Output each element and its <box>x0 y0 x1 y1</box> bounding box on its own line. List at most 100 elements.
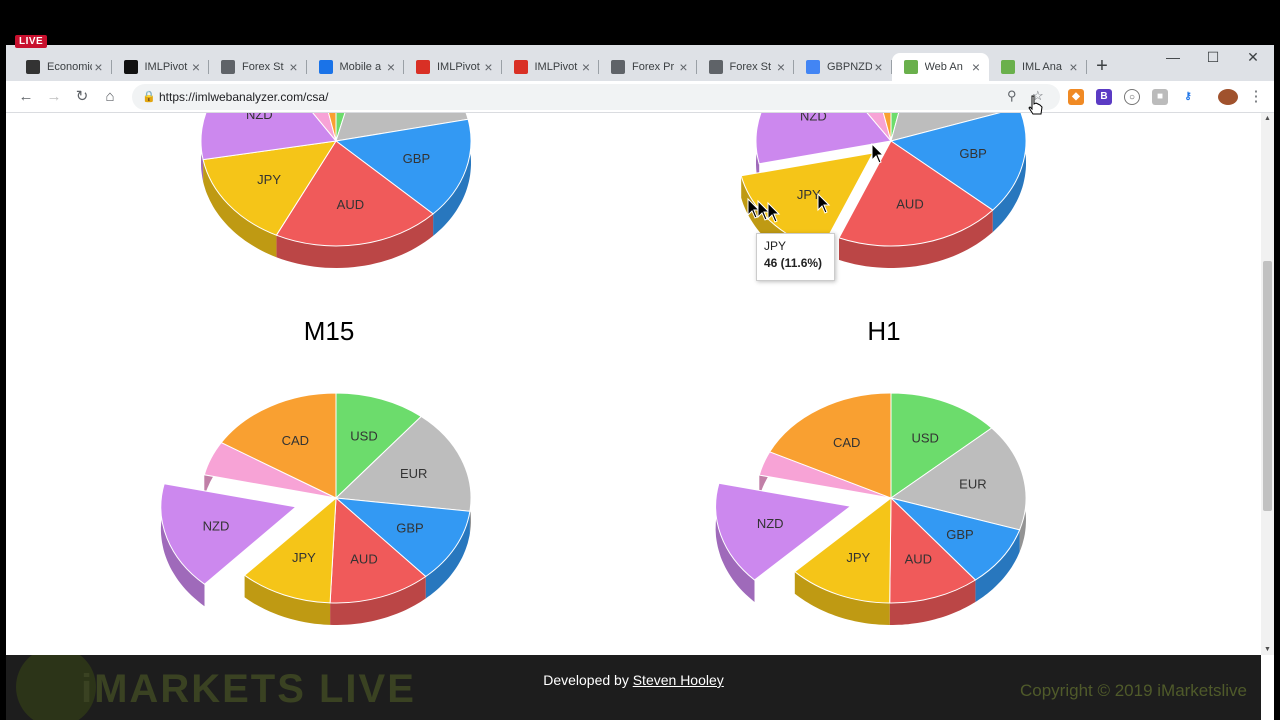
tab-close-icon[interactable]: × <box>776 59 786 75</box>
page-scrollbar[interactable]: ▲ ▼ <box>1261 113 1274 655</box>
tab-close-icon[interactable]: × <box>94 59 103 75</box>
pie-slice-label: NZD <box>203 518 230 533</box>
tab-title: Forex Pr <box>632 61 675 73</box>
pie-slice[interactable] <box>768 392 892 499</box>
developer-prefix: Developed by <box>543 672 633 688</box>
gmail-icon <box>416 60 430 74</box>
pie-slice-label: AUD <box>350 551 377 566</box>
c-icon <box>318 60 333 74</box>
pie-slice-side <box>276 213 434 268</box>
pie-slice-label: NZD <box>757 516 784 531</box>
tab-close-icon[interactable]: × <box>191 59 201 75</box>
browser-tab[interactable]: GBPNZD × <box>794 53 892 81</box>
tab-close-icon[interactable]: × <box>1069 59 1078 75</box>
chart-title-h1: H1 <box>867 316 901 346</box>
forward-icon[interactable]: → <box>46 88 62 105</box>
pie-slice-side <box>794 571 890 625</box>
tab-strip: + — ☐ ✕ Economic × IMLPivot × Forex St × Mobil… <box>6 45 1274 81</box>
pie-slice[interactable] <box>889 496 977 604</box>
url-text: https://imlwebanalyzer.com/csa/ <box>159 90 329 104</box>
browser-tab[interactable]: IMLPivot × <box>502 53 600 81</box>
browser-tab[interactable]: Forex St × <box>697 53 795 81</box>
developer-link[interactable]: Steven Hooley <box>632 672 724 688</box>
pie-slice[interactable] <box>863 113 892 142</box>
extension-b-icon[interactable]: B <box>1096 89 1112 105</box>
tab-close-icon[interactable]: × <box>484 59 493 75</box>
zoom-icon[interactable]: ⚲ <box>1007 88 1017 103</box>
tab-close-icon[interactable]: × <box>679 59 688 75</box>
pie-slice[interactable] <box>243 496 337 604</box>
pie-slice-label: GBP <box>946 527 973 542</box>
pie-slice[interactable] <box>334 497 471 578</box>
pie-slice-label: GBP <box>403 151 430 166</box>
pie-slice[interactable] <box>755 113 892 165</box>
browser-toolbar: ← → ↻ ⌂ 🔒 https://imlwebanalyzer.com/csa… <box>6 81 1274 113</box>
key-extension-icon[interactable]: ⚷ <box>1180 89 1196 105</box>
globe-icon <box>611 60 625 74</box>
pie-slice-side <box>433 119 471 236</box>
pie-slice[interactable] <box>335 113 469 142</box>
inv-icon <box>26 60 40 74</box>
tab-close-icon[interactable]: × <box>874 59 883 75</box>
tab-title: Web An <box>924 61 963 73</box>
profile-avatar[interactable] <box>1218 89 1238 105</box>
pie-slice[interactable] <box>890 392 993 499</box>
pie-slice[interactable] <box>334 415 472 512</box>
pie-slice[interactable] <box>889 113 1027 211</box>
extension-gray-icon[interactable]: ■ <box>1152 89 1168 105</box>
pie-slice[interactable] <box>335 392 423 500</box>
iml-icon <box>1001 60 1015 74</box>
scrollbar-thumb[interactable] <box>1263 261 1272 511</box>
m15-pie: USD EUR GBP AUD JPY NZD CAD <box>160 392 472 625</box>
tab-title: GBPNZD <box>827 61 872 73</box>
tab-close-icon[interactable]: × <box>581 59 591 75</box>
pie-slice[interactable] <box>202 140 337 236</box>
pie-slice[interactable] <box>889 427 1027 531</box>
browser-tab[interactable]: Forex St × <box>209 53 307 81</box>
browser-tab[interactable]: Forex Pr × <box>599 53 697 81</box>
pie-slice[interactable] <box>334 118 472 215</box>
pie-slice[interactable] <box>329 496 427 604</box>
pie-slice-label: USD <box>911 431 938 446</box>
browser-tab[interactable]: Web An × <box>891 53 989 81</box>
pie-slice-label: JPY <box>797 187 821 202</box>
tab-title: IML Ana <box>1022 61 1062 73</box>
address-bar[interactable]: 🔒 https://imlwebanalyzer.com/csa/ ⚲ ☆ <box>132 84 1060 110</box>
pie-slice[interactable] <box>275 140 434 247</box>
pie-slice-side <box>839 210 993 268</box>
browser-tab[interactable]: IML Ana × <box>989 53 1087 81</box>
minimize-icon[interactable]: — <box>1166 49 1180 65</box>
tab-title: Economic <box>47 61 92 73</box>
pie-slice[interactable] <box>838 140 994 247</box>
browser-tab[interactable]: Economic × <box>14 53 112 81</box>
menu-icon[interactable]: ⋮ <box>1248 88 1264 105</box>
pie-slice[interactable] <box>200 113 337 161</box>
pie-slice[interactable] <box>889 497 1021 581</box>
scroll-up-icon[interactable]: ▲ <box>1264 115 1271 122</box>
back-icon[interactable]: ← <box>18 88 34 105</box>
extension-icon[interactable]: ◆ <box>1068 89 1084 105</box>
home-icon[interactable]: ⌂ <box>105 88 115 105</box>
maximize-icon[interactable]: ☐ <box>1206 49 1220 65</box>
pie-slice[interactable] <box>160 483 298 585</box>
reload-icon[interactable]: ↻ <box>75 88 89 105</box>
page-viewport: USD EUR GBP AUD JPY NZD CAD USD EUR GBP AUD JPY NZD C… <box>6 113 1261 655</box>
close-window-icon[interactable]: ✕ <box>1247 49 1259 65</box>
new-tab-button[interactable]: + <box>1096 55 1108 77</box>
scroll-down-icon[interactable]: ▼ <box>1264 646 1271 653</box>
bookmark-star-icon[interactable]: ☆ <box>1032 88 1044 103</box>
tab-close-icon[interactable]: × <box>386 59 396 75</box>
pie-slice[interactable] <box>220 392 337 499</box>
pie-slice-label: GBP <box>959 146 986 161</box>
pie-slice[interactable] <box>309 113 337 142</box>
mouse-pointer-icon <box>871 143 885 164</box>
browser-tab[interactable]: IMLPivot × <box>404 53 502 81</box>
tab-close-icon[interactable]: × <box>289 59 298 75</box>
browser-tab[interactable]: Mobile a × <box>307 53 405 81</box>
pie-slice[interactable] <box>715 482 852 581</box>
browser-tab[interactable]: IMLPivot × <box>112 53 210 81</box>
pie-slice-label: USD <box>350 429 377 444</box>
tab-close-icon[interactable]: × <box>971 59 981 75</box>
pie-slice[interactable] <box>793 496 892 604</box>
chat-extension-icon[interactable]: ○ <box>1124 89 1140 105</box>
